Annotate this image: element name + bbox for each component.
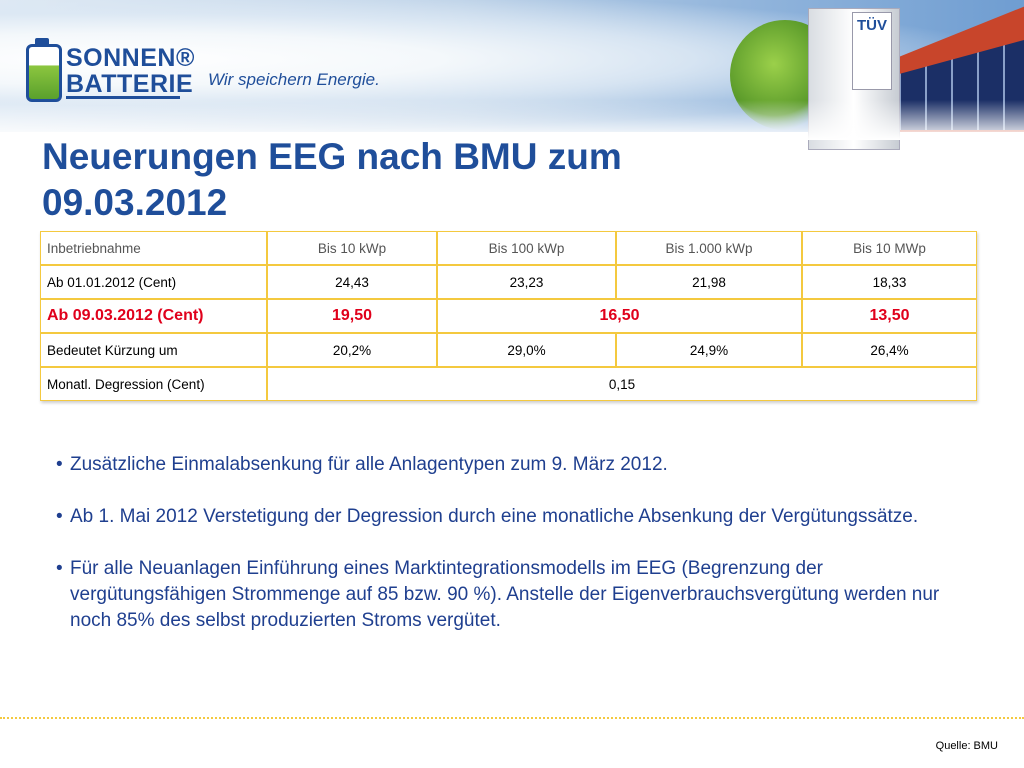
- header-cell: Bis 10 MWp: [802, 231, 977, 265]
- cell: 13,50: [802, 299, 977, 333]
- bullet-list: Zusätzliche Einmalabsenkung für alle Anl…: [56, 452, 976, 660]
- tariff-table: Inbetriebnahme Bis 10 kWp Bis 100 kWp Bi…: [40, 231, 977, 401]
- header-cell: Bis 100 kWp: [437, 231, 616, 265]
- cell: 24,43: [267, 265, 437, 299]
- tuv-badge: TÜV: [852, 12, 892, 90]
- logo-text: SONNEN®: [66, 44, 195, 72]
- cell: Ab 01.01.2012 (Cent): [40, 265, 267, 299]
- table-row: Bedeutet Kürzung um 20,2% 29,0% 24,9% 26…: [40, 333, 977, 367]
- logo-underline: [66, 96, 180, 99]
- cell: 16,50: [437, 299, 802, 333]
- cell: 20,2%: [267, 333, 437, 367]
- bullet: Für alle Neuanlagen Einführung eines Mar…: [56, 556, 976, 634]
- logo-icon: [26, 44, 62, 102]
- cell: 18,33: [802, 265, 977, 299]
- cell: 19,50: [267, 299, 437, 333]
- logo-icon-cap: [35, 38, 49, 46]
- header-fade: [0, 100, 1024, 140]
- table-row: Monatl. Degression (Cent) 0,15: [40, 367, 977, 401]
- cell: Bedeutet Kürzung um: [40, 333, 267, 367]
- tagline: Wir speichern Energie.: [208, 70, 380, 89]
- header-cell: Inbetriebnahme: [40, 231, 267, 265]
- header-cell: Bis 1.000 kWp: [616, 231, 802, 265]
- cell: 0,15: [267, 367, 977, 401]
- logo-text: BATTERIE: [66, 70, 194, 98]
- cell: 24,9%: [616, 333, 802, 367]
- source: Quelle: BMU: [935, 740, 998, 752]
- bullet: Ab 1. Mai 2012 Verstetigung der Degressi…: [56, 504, 976, 530]
- cell: Ab 09.03.2012 (Cent): [40, 299, 267, 333]
- table-row: Ab 09.03.2012 (Cent) 19,50 16,50 13,50: [40, 299, 977, 333]
- cell: 21,98: [616, 265, 802, 299]
- cell: 23,23: [437, 265, 616, 299]
- footer-line: [0, 717, 1024, 719]
- cell: 29,0%: [437, 333, 616, 367]
- table-header: Inbetriebnahme Bis 10 kWp Bis 100 kWp Bi…: [40, 231, 977, 265]
- slide-title: Neuerungen EEG nach BMU zum 09.03.2012: [42, 136, 622, 223]
- cell: Monatl. Degression (Cent): [40, 367, 267, 401]
- bullet: Zusätzliche Einmalabsenkung für alle Anl…: [56, 452, 976, 478]
- cell: 26,4%: [802, 333, 977, 367]
- header-cell: Bis 10 kWp: [267, 231, 437, 265]
- table-row: Ab 01.01.2012 (Cent) 24,43 23,23 21,98 1…: [40, 265, 977, 299]
